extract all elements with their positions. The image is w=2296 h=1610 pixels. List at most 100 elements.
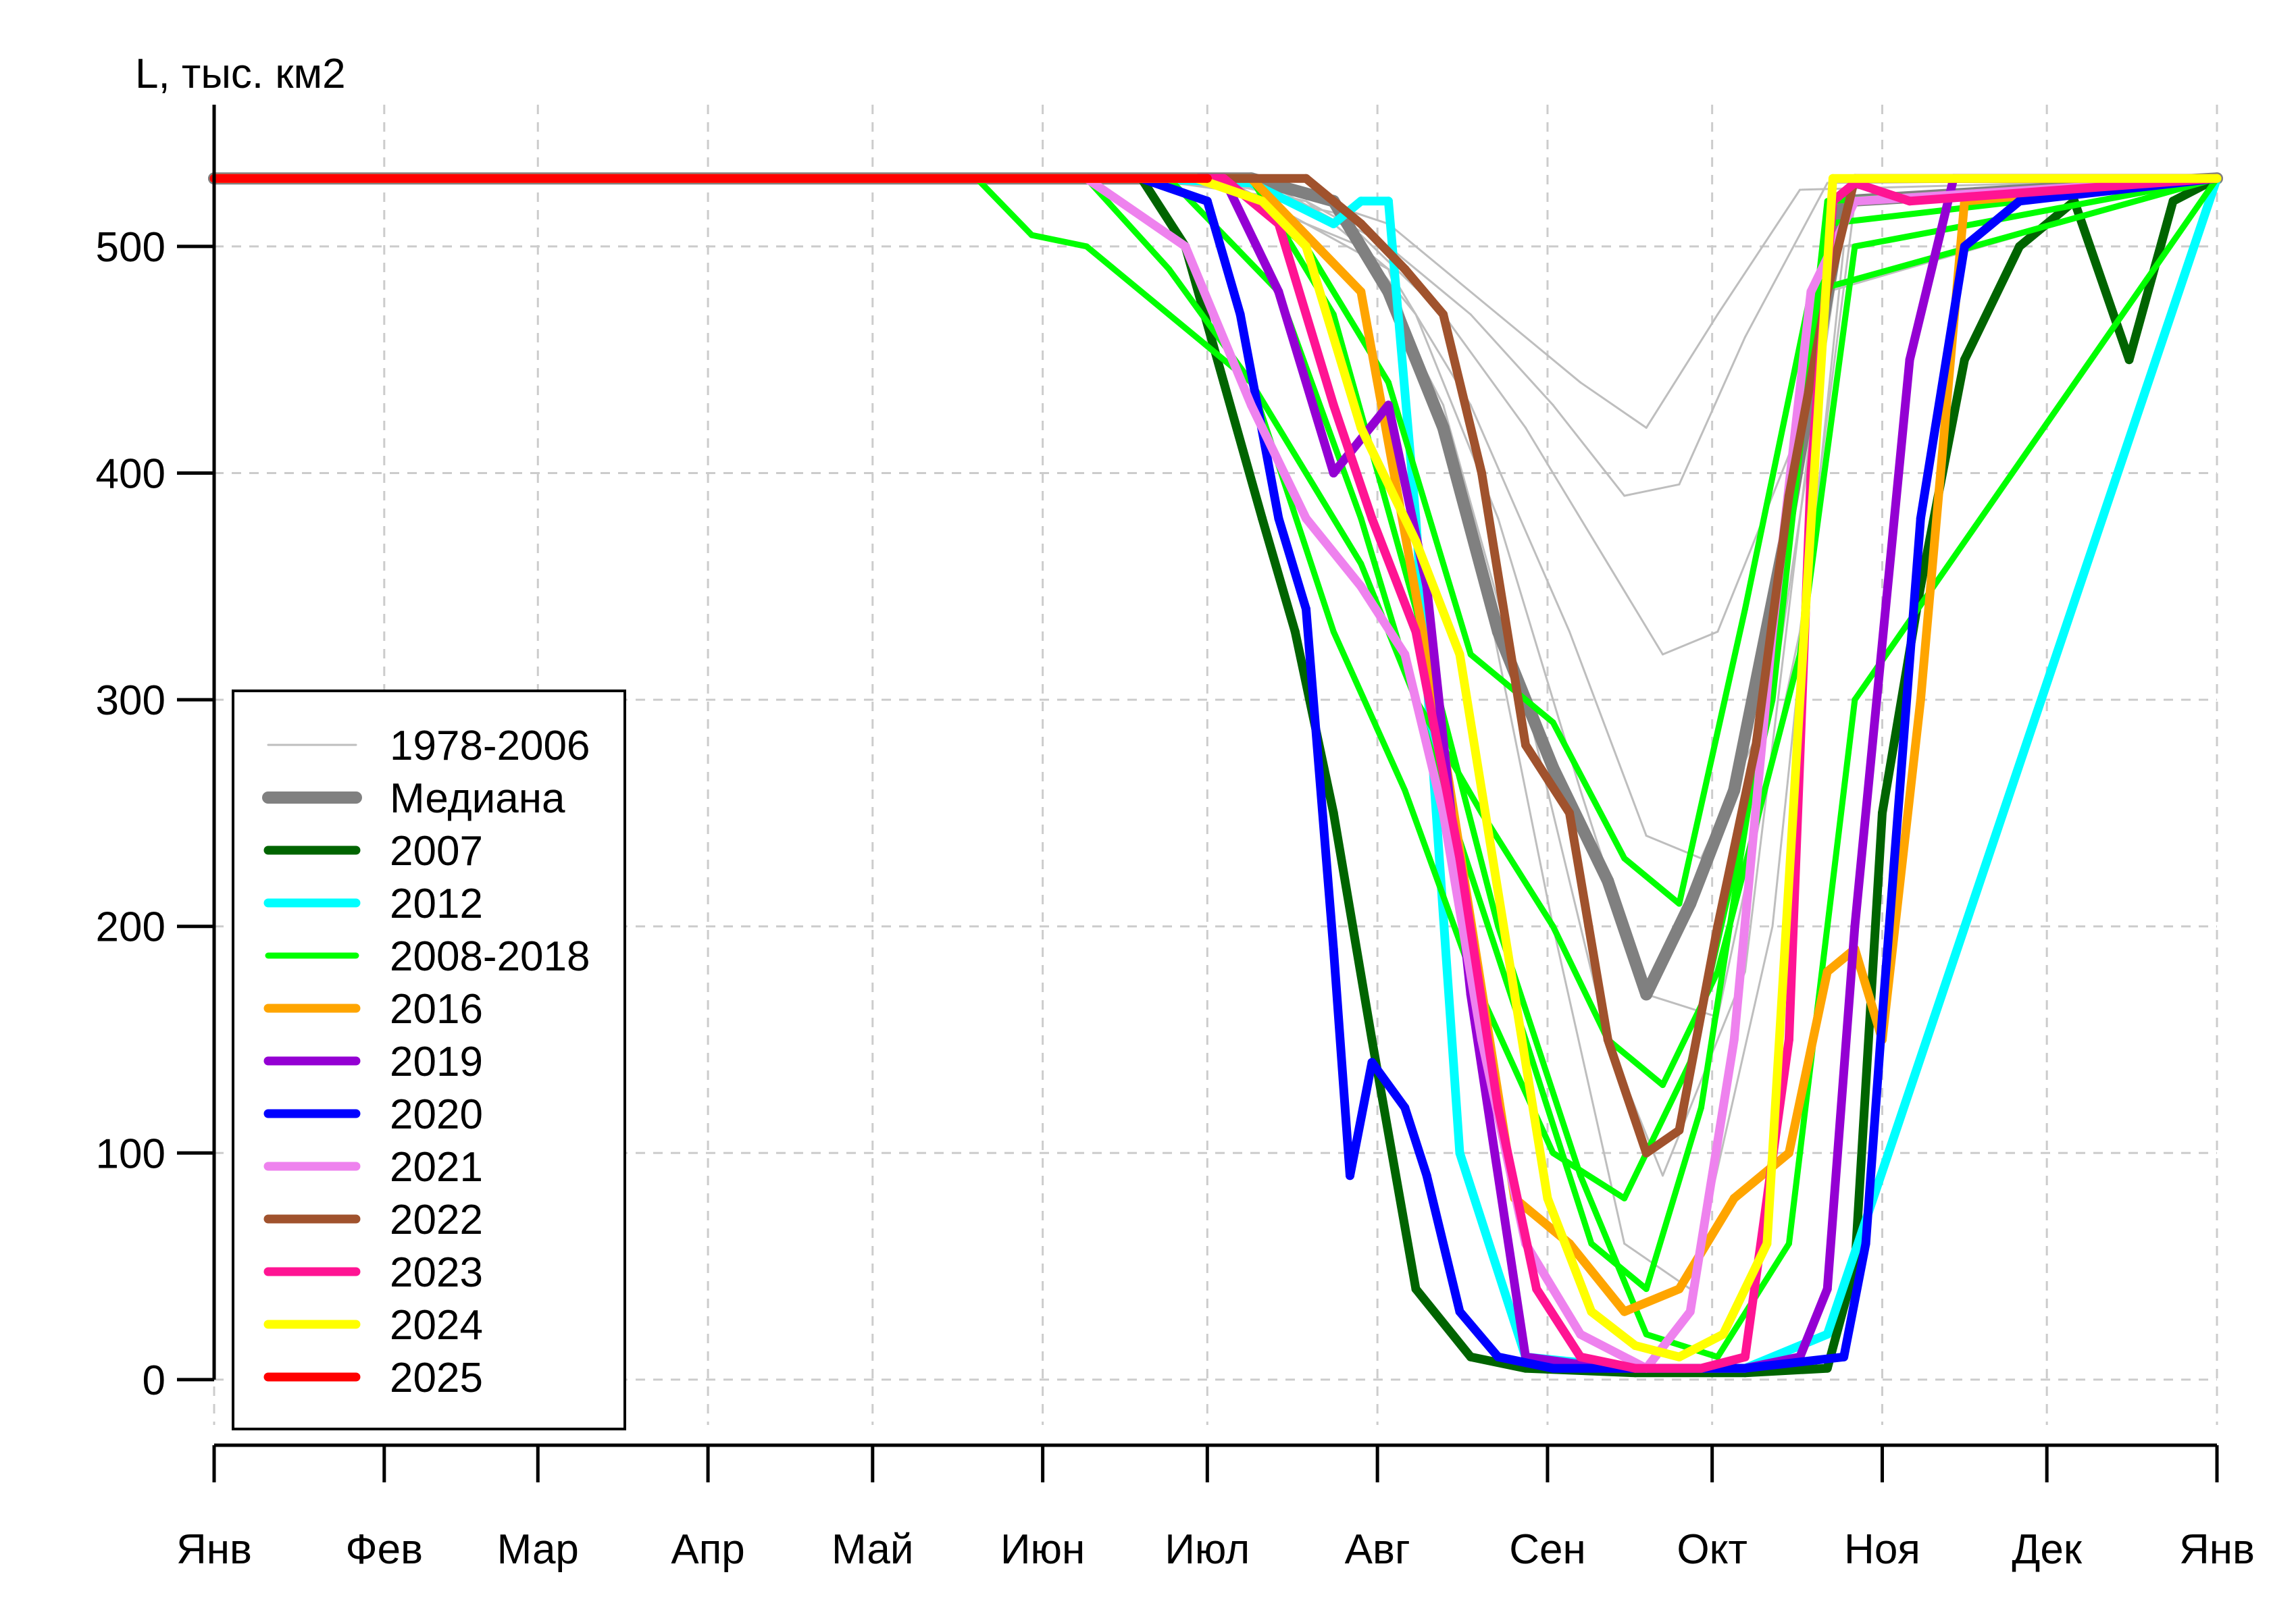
series-point-2023 [1219, 174, 1229, 183]
series-point-2020 [1202, 197, 1212, 206]
series-point-2022 [1752, 740, 1761, 750]
x-tick-label: Янв [176, 1526, 252, 1573]
series-point-2020 [1346, 1171, 1354, 1180]
series-point-2020 [1400, 1103, 1410, 1112]
series-point-1978-2006 [1678, 483, 1681, 486]
series-point-1978-2006 [1716, 313, 1719, 316]
series-point-2007 [1878, 808, 1887, 818]
legend-label: 2025 [390, 1355, 483, 1401]
series-point-2016 [1729, 1193, 1739, 1203]
series-point-2007 [1329, 808, 1338, 818]
series-point-2020 [1916, 514, 1925, 523]
series-point-2020 [1274, 514, 1283, 523]
x-tick-label: Апр [671, 1526, 744, 1573]
series-point-2020 [2015, 197, 2024, 206]
series-point-2021 [1302, 514, 1310, 523]
series-point-2020 [1329, 944, 1338, 954]
legend-label: 2016 [390, 986, 483, 1033]
legend-label: 2012 [390, 881, 483, 927]
x-tick-label: Мар [497, 1526, 579, 1573]
series-point-2021 [1181, 242, 1190, 251]
series-point-2023 [1532, 1284, 1541, 1294]
series-point-1978-2006 [1305, 200, 1307, 203]
series-point-2012 [1455, 1148, 1464, 1158]
legend-label: 2020 [390, 1091, 483, 1138]
series-point-2020 [1548, 1364, 1558, 1373]
y-tick-label: 100 [96, 1131, 165, 1177]
series-point-2024 [1302, 242, 1310, 251]
series-point-Медиана [1491, 625, 1504, 638]
series-point-2021 [1400, 650, 1410, 659]
series-point-2008-2018 [1550, 923, 1556, 930]
series-point-1978-2006 [1623, 494, 1626, 497]
series-point-2023 [1455, 854, 1464, 863]
series-point-2020 [1422, 1171, 1431, 1180]
series-point-2007 [2015, 242, 2024, 251]
series-point-2022 [1356, 219, 1366, 228]
series-point-1978-2006 [1387, 268, 1389, 270]
series-point-2023 [1740, 1352, 1750, 1361]
y-tick-label: 200 [96, 904, 165, 951]
series-point-2022 [1302, 174, 1310, 183]
legend-label: Медиана [390, 775, 565, 822]
x-tick-label: Сен [1509, 1526, 1586, 1573]
series-point-2022 [1400, 265, 1410, 274]
series-point-1978-2006 [1469, 313, 1472, 316]
series-point-2023 [1367, 514, 1377, 523]
series-point-2007 [1367, 1035, 1377, 1044]
legend-label: 2021 [390, 1144, 483, 1191]
series-line-2022 [209, 174, 2222, 1158]
series-point-2024 [1675, 1352, 1684, 1361]
series-point-2007 [1822, 1364, 1832, 1373]
series-point-2021 [1246, 400, 1256, 410]
series-layer [208, 172, 2223, 1378]
legend-label: 2022 [390, 1197, 483, 1243]
series-point-2022 [1641, 1148, 1651, 1158]
series-point-2008-2018 [1714, 1353, 1721, 1360]
series-point-1978-2006 [1743, 336, 1746, 338]
series-point-2024 [1795, 695, 1805, 704]
series-point-1978-2006 [1662, 653, 1664, 656]
series-point-2007 [1258, 514, 1267, 523]
legend-label: 2019 [390, 1039, 483, 1085]
series-point-2008-2018 [1769, 696, 1776, 703]
series-point-1978-2006 [1414, 313, 1417, 316]
series-point-1978-2006 [1843, 245, 1845, 248]
series-point-2019 [1822, 1284, 1832, 1294]
series-point-2007 [1411, 1284, 1421, 1294]
series-point-2008-2018 [1714, 968, 1721, 975]
series-point-2020 [1367, 1058, 1377, 1067]
series-point-2012 [1822, 1330, 1832, 1339]
series-point-2008-2018 [1676, 900, 1683, 907]
x-tick-label: Дек [2012, 1526, 2082, 1573]
series-point-2023 [1576, 1352, 1585, 1361]
series-point-Медиана [1684, 898, 1697, 910]
series-point-Медиана [1602, 875, 1614, 887]
series-point-2012 [1329, 219, 1338, 228]
series-point-2020 [1740, 1364, 1750, 1373]
series-point-2024 [1587, 1307, 1596, 1316]
x-tick-label: Янв [2179, 1526, 2255, 1573]
series-point-2021 [1576, 1330, 1585, 1339]
series-point-2022 [1675, 1126, 1684, 1135]
x-tick-label: Окт [1677, 1526, 1747, 1573]
series-point-2020 [1839, 1352, 1849, 1361]
series-point-2024 [1631, 1341, 1640, 1350]
series-point-2019 [1850, 922, 1860, 931]
series-point-2008-2018 [1621, 1195, 1628, 1201]
series-point-1978-2006 [1525, 426, 1527, 429]
series-point-2024 [1356, 423, 1366, 432]
series-point-2008-2018 [1660, 1082, 1666, 1089]
series-line-2019 [209, 174, 2222, 1373]
series-point-2008-2018 [1330, 628, 1337, 635]
series-point-2024 [1258, 197, 1267, 206]
series-point-2020 [1494, 1352, 1503, 1361]
series-point-2016 [1356, 287, 1366, 296]
x-tick-label: Май [832, 1526, 913, 1573]
series-point-2019 [1274, 287, 1283, 296]
series-point-2008-2018 [1643, 1331, 1650, 1338]
series-point-2008-2018 [1550, 1149, 1556, 1156]
series-point-1978-2006 [1469, 404, 1472, 407]
series-point-2023 [1905, 197, 1914, 206]
